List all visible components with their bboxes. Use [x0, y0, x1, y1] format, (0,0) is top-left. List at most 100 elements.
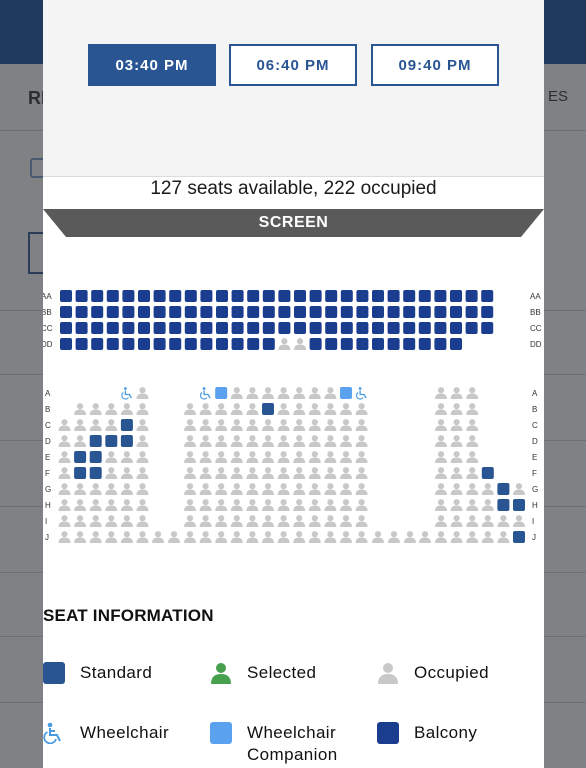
available-seat[interactable]: [309, 290, 322, 302]
available-seat[interactable]: [200, 306, 213, 318]
available-seat[interactable]: [403, 290, 416, 302]
available-seat[interactable]: [356, 322, 369, 334]
available-seat[interactable]: [356, 306, 369, 318]
available-seat[interactable]: [465, 290, 478, 302]
available-seat[interactable]: [138, 322, 150, 334]
available-seat[interactable]: [403, 322, 416, 334]
available-seat[interactable]: [262, 338, 275, 350]
available-seat[interactable]: [105, 435, 118, 447]
available-seat[interactable]: [481, 290, 494, 302]
available-seat[interactable]: [231, 338, 244, 350]
available-seat[interactable]: [387, 338, 400, 350]
available-seat[interactable]: [216, 338, 228, 350]
wheelchair-seat-icon[interactable]: [356, 387, 367, 400]
available-seat[interactable]: [60, 306, 72, 318]
available-seat[interactable]: [106, 338, 119, 350]
available-seat[interactable]: [278, 290, 291, 302]
available-seat[interactable]: [356, 290, 369, 302]
available-seat[interactable]: [278, 306, 291, 318]
available-seat[interactable]: [481, 322, 494, 334]
available-seat[interactable]: [418, 338, 431, 350]
available-seat[interactable]: [215, 387, 228, 399]
available-seat[interactable]: [247, 322, 260, 334]
available-seat[interactable]: [89, 435, 102, 447]
available-seat[interactable]: [138, 338, 150, 350]
available-seat[interactable]: [138, 306, 150, 318]
available-seat[interactable]: [434, 322, 447, 334]
available-seat[interactable]: [122, 322, 135, 334]
available-seat[interactable]: [122, 290, 135, 302]
available-seat[interactable]: [106, 322, 119, 334]
available-seat[interactable]: [60, 290, 72, 302]
available-seat[interactable]: [497, 499, 510, 511]
wheelchair-seat-icon[interactable]: [200, 387, 211, 400]
available-seat[interactable]: [309, 322, 322, 334]
available-seat[interactable]: [262, 403, 274, 415]
available-seat[interactable]: [247, 290, 260, 302]
available-seat[interactable]: [465, 306, 478, 318]
available-seat[interactable]: [231, 306, 244, 318]
available-seat[interactable]: [450, 338, 462, 350]
available-seat[interactable]: [153, 338, 166, 350]
available-seat[interactable]: [309, 338, 322, 350]
available-seat[interactable]: [120, 419, 133, 431]
available-seat[interactable]: [91, 338, 104, 350]
available-seat[interactable]: [231, 290, 244, 302]
available-seat[interactable]: [247, 306, 260, 318]
available-seat[interactable]: [450, 306, 462, 318]
available-seat[interactable]: [120, 435, 133, 447]
available-seat[interactable]: [340, 338, 353, 350]
available-seat[interactable]: [262, 322, 275, 334]
available-seat[interactable]: [200, 338, 213, 350]
available-seat[interactable]: [497, 483, 510, 495]
available-seat[interactable]: [309, 306, 322, 318]
available-seat[interactable]: [75, 290, 88, 302]
available-seat[interactable]: [403, 306, 416, 318]
available-seat[interactable]: [184, 338, 197, 350]
available-seat[interactable]: [434, 290, 447, 302]
available-seat[interactable]: [91, 290, 104, 302]
available-seat[interactable]: [262, 290, 275, 302]
available-seat[interactable]: [74, 467, 87, 479]
available-seat[interactable]: [75, 322, 88, 334]
available-seat[interactable]: [60, 322, 72, 334]
showtime-button-0340pm[interactable]: 03:40 PM: [88, 44, 216, 86]
available-seat[interactable]: [294, 290, 306, 302]
available-seat[interactable]: [418, 306, 431, 318]
available-seat[interactable]: [216, 290, 228, 302]
available-seat[interactable]: [153, 290, 166, 302]
available-seat[interactable]: [231, 322, 244, 334]
available-seat[interactable]: [481, 467, 494, 479]
available-seat[interactable]: [418, 290, 431, 302]
available-seat[interactable]: [481, 306, 494, 318]
available-seat[interactable]: [372, 306, 384, 318]
available-seat[interactable]: [325, 306, 338, 318]
available-seat[interactable]: [340, 387, 352, 399]
available-seat[interactable]: [262, 306, 275, 318]
available-seat[interactable]: [122, 306, 135, 318]
wheelchair-seat-icon[interactable]: [121, 387, 132, 400]
available-seat[interactable]: [153, 306, 166, 318]
available-seat[interactable]: [340, 306, 353, 318]
available-seat[interactable]: [75, 306, 88, 318]
available-seat[interactable]: [216, 322, 228, 334]
available-seat[interactable]: [169, 306, 182, 318]
available-seat[interactable]: [340, 290, 353, 302]
available-seat[interactable]: [325, 290, 338, 302]
available-seat[interactable]: [169, 338, 182, 350]
available-seat[interactable]: [294, 306, 306, 318]
available-seat[interactable]: [434, 338, 447, 350]
available-seat[interactable]: [200, 290, 213, 302]
available-seat[interactable]: [513, 531, 525, 543]
available-seat[interactable]: [216, 306, 228, 318]
available-seat[interactable]: [184, 322, 197, 334]
available-seat[interactable]: [372, 338, 384, 350]
available-seat[interactable]: [75, 338, 88, 350]
showtime-button-0640pm[interactable]: 06:40 PM: [229, 44, 357, 86]
available-seat[interactable]: [294, 322, 306, 334]
available-seat[interactable]: [91, 306, 104, 318]
available-seat[interactable]: [434, 306, 447, 318]
available-seat[interactable]: [200, 322, 213, 334]
available-seat[interactable]: [89, 451, 102, 463]
available-seat[interactable]: [184, 306, 197, 318]
